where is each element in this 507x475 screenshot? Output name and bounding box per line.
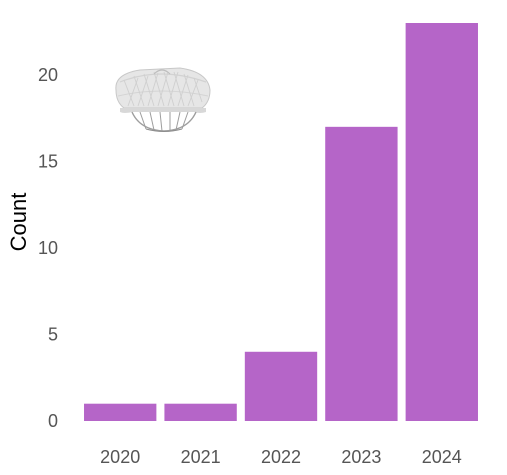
bars <box>84 23 478 421</box>
x-tick-label-2022: 2022 <box>261 447 301 467</box>
bar-2021 <box>164 403 237 421</box>
bar-2024 <box>405 23 478 421</box>
x-axis-ticks: 2020 2021 2022 2023 2024 <box>100 447 462 467</box>
wicker-basket-lamp-icon <box>115 67 211 133</box>
y-tick-label-15: 15 <box>38 151 58 171</box>
x-tick-label-2021: 2021 <box>181 447 221 467</box>
bar-2022 <box>244 351 318 421</box>
y-tick-label-5: 5 <box>48 324 58 344</box>
x-tick-label-2020: 2020 <box>100 447 140 467</box>
x-tick-label-2023: 2023 <box>341 447 381 467</box>
y-axis-ticks: 0 5 10 15 20 <box>38 65 58 431</box>
bar-2023 <box>325 126 398 421</box>
bar-2020 <box>84 403 157 421</box>
y-axis-title: Count <box>6 193 31 252</box>
y-tick-label-10: 10 <box>38 238 58 258</box>
x-tick-label-2024: 2024 <box>422 447 462 467</box>
y-tick-label-20: 20 <box>38 65 58 85</box>
y-tick-label-0: 0 <box>48 411 58 431</box>
